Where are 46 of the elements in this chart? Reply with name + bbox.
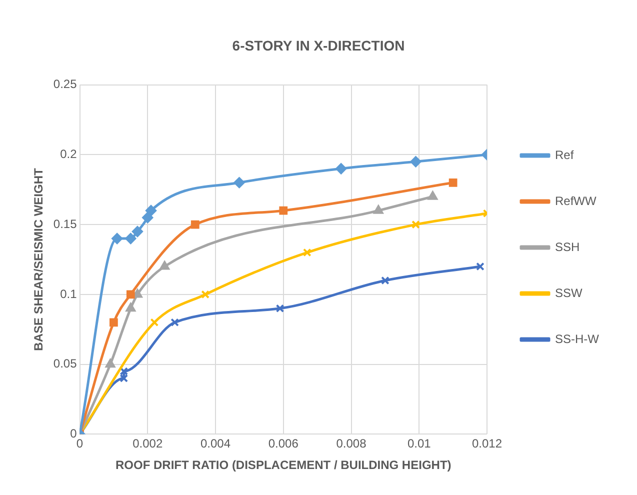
x-tick-label: 0.006 [268,436,299,451]
point [160,260,170,270]
point [132,226,143,238]
point [336,163,347,174]
point [142,212,154,224]
point [279,206,288,215]
point [126,302,136,312]
x-axis-title: ROOF DRIFT RATIO (DISPLACEMENT / BUILDING HEIGHT) [116,458,452,472]
point [448,178,458,187]
legend-label: Ref [555,148,574,162]
x-tick-label: 0.008 [336,436,367,451]
y-axis-title: BASE SHEAR/SEISMIC WEIGHT [32,167,46,351]
point [428,191,438,200]
point [146,205,157,216]
y-tick-label: 0.25 [53,77,78,92]
point [201,290,210,299]
y-tick-label: 0.1 [60,286,78,301]
point [276,304,284,313]
point [125,233,136,244]
point [381,276,390,285]
legend-label: SSH [555,240,580,254]
y-tick-label: 0 [70,426,78,441]
y-tick-label: 0.15 [53,216,78,231]
point [190,220,200,229]
chart-title: 6-STORY IN X-DIRECTION [232,37,405,54]
y-tick-label: 0.2 [60,146,78,161]
point [412,220,420,229]
point [234,177,245,188]
point [170,318,179,327]
legend-label: SS-H-W [555,332,600,346]
x-tick-label: 0.002 [132,436,163,451]
point [302,248,312,257]
point [112,233,123,244]
point [374,205,384,214]
point [126,290,135,299]
point [476,262,484,271]
point [105,358,116,368]
x-tick-label: 0.004 [200,436,231,451]
y-tick-label: 0.05 [53,356,78,371]
point [410,156,422,168]
point [150,318,159,327]
x-tick-label: 0.01 [407,436,432,451]
legend-label: SSW [555,286,584,300]
point [110,318,118,327]
x-tick-label: 0.012 [472,436,502,451]
legend-label: RefWW [555,194,598,208]
